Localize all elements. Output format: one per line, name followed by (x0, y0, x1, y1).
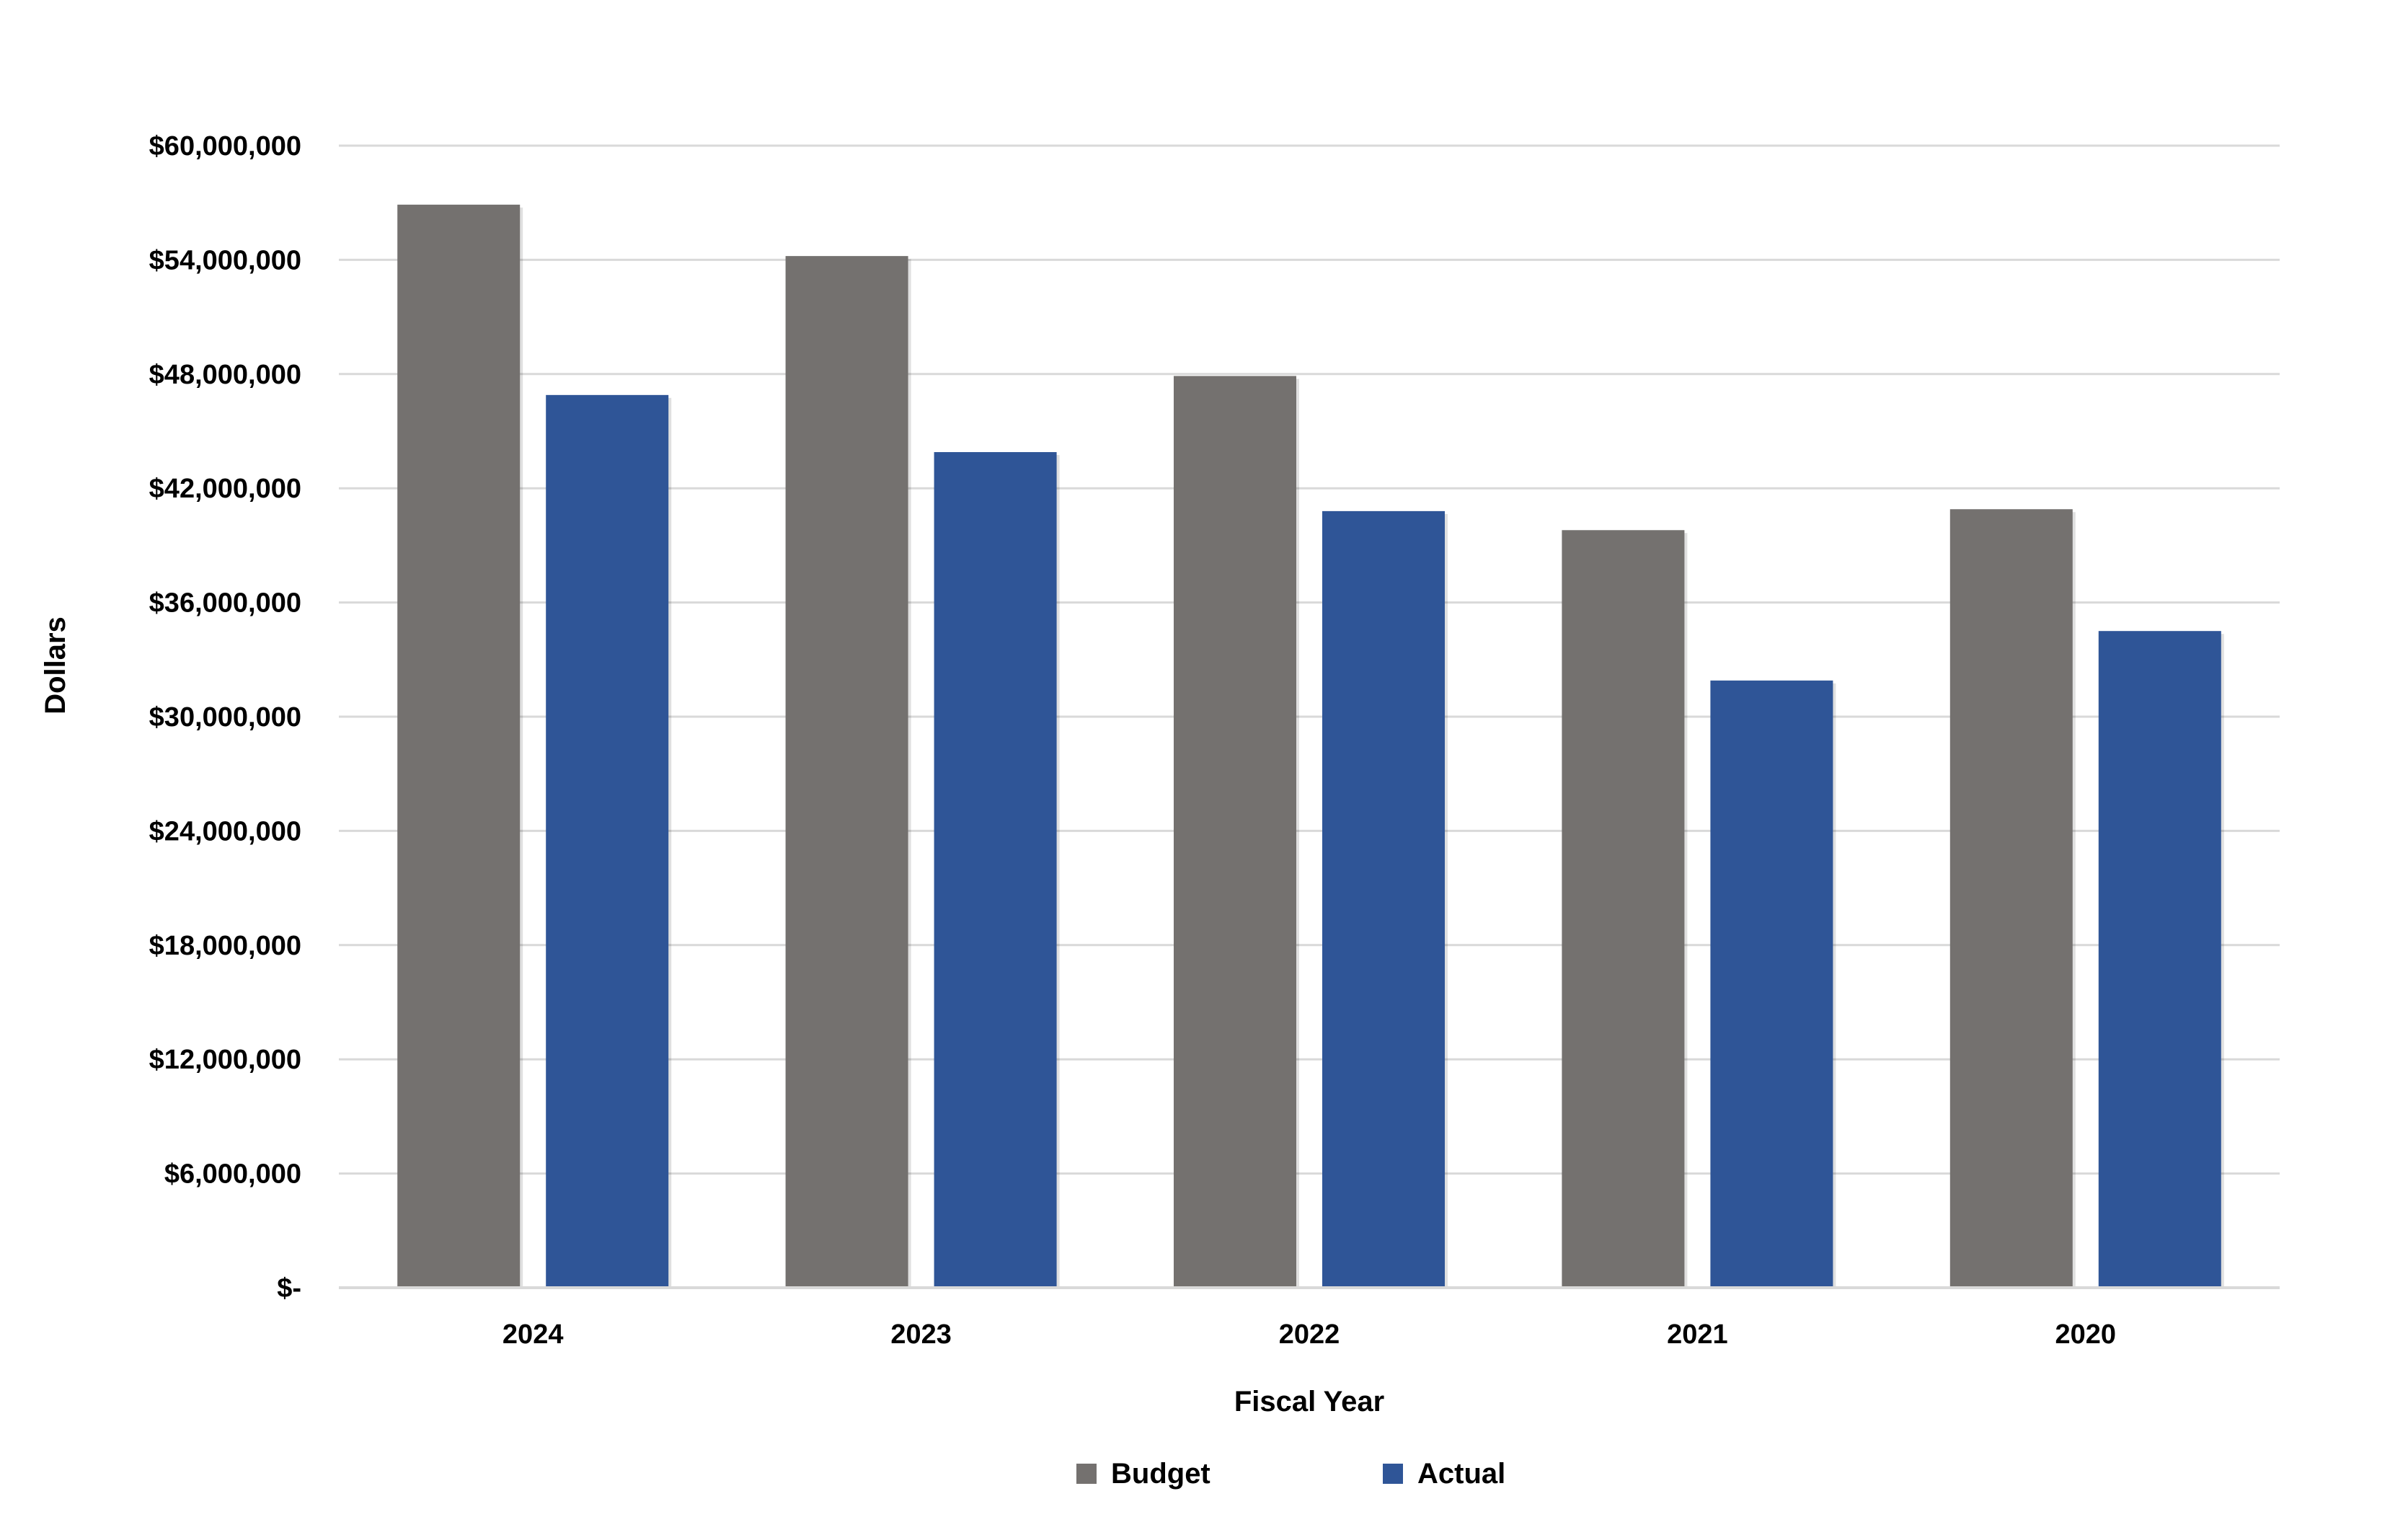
bar-actual-2022 (1322, 510, 1445, 1288)
legend-swatch-actual (1383, 1464, 1403, 1484)
y-tick-label: $54,000,000 (149, 245, 301, 275)
y-tick-label: $42,000,000 (149, 474, 301, 504)
x-axis-categories: 2024 2023 2022 2021 2020 (503, 1319, 2116, 1350)
bar-budget-2022 (1174, 376, 1296, 1288)
bar-actual-2021 (1710, 680, 1833, 1288)
y-tick-label: $48,000,000 (149, 360, 301, 390)
x-category-label: 2022 (1279, 1319, 1340, 1350)
legend: Budget Actual (1076, 1458, 1505, 1490)
y-tick-label: $- (277, 1273, 301, 1304)
y-axis-ticks: $- $6,000,000 $12,000,000 $18,000,000 $24,00… (149, 131, 301, 1304)
bar-budget-2024 (397, 204, 521, 1288)
bar-actual-2023 (934, 452, 1057, 1288)
y-tick-label: $60,000,000 (149, 131, 301, 162)
x-axis-title: Fiscal Year (1234, 1386, 1384, 1418)
x-category-label: 2024 (503, 1319, 564, 1350)
legend-label-budget: Budget (1111, 1458, 1210, 1490)
bar-actual-2020 (2098, 631, 2221, 1288)
bars (397, 204, 2224, 1288)
x-category-label: 2023 (890, 1319, 952, 1350)
x-category-label: 2020 (2055, 1319, 2117, 1350)
bar-budget-2023 (785, 256, 908, 1288)
legend-label-actual: Actual (1417, 1458, 1505, 1490)
y-tick-label: $6,000,000 (164, 1159, 301, 1190)
bar-budget-2021 (1562, 530, 1685, 1288)
y-axis-title: Dollars (40, 616, 71, 715)
legend-swatch-budget (1076, 1464, 1097, 1484)
y-tick-label: $30,000,000 (149, 702, 301, 733)
y-tick-label: $18,000,000 (149, 931, 301, 961)
y-tick-label: $24,000,000 (149, 816, 301, 846)
bar-actual-2024 (546, 394, 669, 1288)
y-tick-label: $36,000,000 (149, 588, 301, 619)
x-category-label: 2021 (1667, 1319, 1728, 1350)
y-tick-label: $12,000,000 (149, 1045, 301, 1075)
bar-budget-2020 (1949, 509, 2073, 1288)
